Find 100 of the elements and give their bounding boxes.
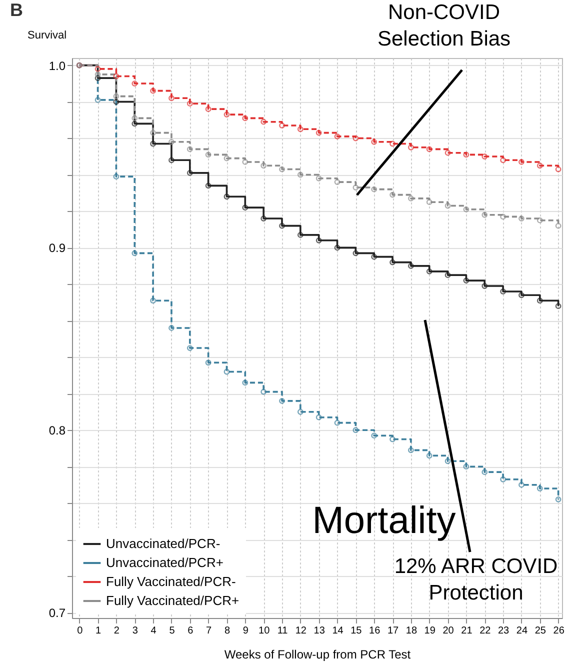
point: [279, 166, 285, 172]
point: [463, 464, 470, 470]
point: [334, 244, 340, 251]
point: [444, 458, 451, 464]
point: [186, 146, 193, 152]
point: [297, 126, 304, 132]
point: [186, 100, 193, 107]
point: [186, 170, 193, 176]
point: [352, 427, 359, 434]
point: [279, 398, 285, 404]
point: [408, 447, 414, 454]
point: [132, 250, 138, 256]
point: [463, 206, 470, 212]
point: [536, 486, 543, 492]
chart-title: B: [10, 0, 23, 20]
y-axis-title: Survival: [28, 30, 67, 42]
y-tick-label: 1.0: [48, 58, 66, 73]
x-tick-label: 11: [277, 626, 288, 636]
point: [390, 436, 396, 442]
point: [352, 250, 359, 256]
legend-label: Fully Vaccinated/PCR-: [106, 574, 236, 589]
point: [205, 182, 212, 189]
point: [408, 144, 414, 150]
point: [426, 146, 432, 152]
point: [242, 115, 248, 122]
point: [316, 237, 322, 244]
annotation: Mortality: [312, 500, 456, 542]
point: [518, 216, 524, 222]
point: [316, 130, 322, 136]
point: [260, 162, 267, 169]
x-tick-label: 13: [314, 626, 326, 636]
x-tick-label: 3: [132, 626, 138, 636]
x-tick-label: 24: [516, 626, 528, 636]
point: [94, 66, 101, 72]
point: [426, 268, 432, 274]
text: Non-COVID Selection Bias: [377, 1, 511, 50]
point: [150, 140, 156, 147]
x-tick-label: 17: [387, 626, 400, 636]
annotation: 12% ARR COVID Protection: [394, 555, 558, 604]
point: [334, 420, 340, 426]
point: [242, 159, 248, 165]
point: [500, 288, 506, 294]
point: [316, 414, 322, 420]
point: [94, 97, 101, 103]
point: [426, 452, 432, 459]
point: [168, 325, 174, 331]
legend-label: Unvaccinated/PCR+: [106, 555, 224, 570]
point: [113, 73, 120, 80]
point: [555, 222, 562, 229]
point: [371, 432, 378, 439]
point: [500, 476, 506, 482]
point: [224, 155, 230, 162]
point: [334, 133, 340, 140]
point: [94, 71, 101, 78]
x-tick-label: 19: [424, 626, 436, 636]
point: [500, 157, 506, 164]
point: [334, 179, 340, 185]
x-tick-label: 9: [242, 626, 249, 636]
point: [444, 150, 451, 156]
point: [352, 135, 359, 142]
legend-label: Unvaccinated/PCR-: [106, 536, 220, 551]
x-tick-label: 1: [96, 626, 102, 636]
point: [113, 93, 120, 100]
point: [260, 118, 267, 125]
x-tick-label: 8: [224, 626, 230, 636]
point: [536, 298, 543, 304]
point: [371, 186, 378, 192]
y-tick-label: 0.8: [48, 424, 66, 438]
point: [444, 202, 451, 209]
point: [186, 345, 193, 351]
point: [113, 174, 120, 180]
point: [408, 263, 414, 269]
point: [555, 166, 562, 172]
x-tick-label: 26: [553, 626, 565, 636]
point: [168, 138, 174, 145]
x-tick-label: 10: [258, 626, 270, 636]
point: [408, 196, 414, 202]
point: [371, 138, 378, 145]
point: [536, 162, 543, 169]
point: [352, 184, 359, 190]
point: [426, 199, 432, 206]
point: [168, 157, 174, 164]
point: [482, 283, 488, 289]
point: [150, 298, 156, 304]
x-tick-label: 20: [442, 626, 454, 636]
point: [224, 194, 230, 200]
x-tick-label: 7: [206, 626, 212, 636]
x-tick-label: 4: [150, 626, 157, 636]
point: [168, 95, 174, 102]
x-tick-label: 2: [114, 626, 120, 636]
point: [297, 172, 304, 178]
y-tick-label: 0.7: [48, 606, 66, 620]
x-tick-label: 0: [77, 626, 84, 636]
point: [113, 98, 120, 105]
point: [463, 152, 470, 158]
point: [444, 272, 451, 278]
point: [260, 216, 267, 222]
point: [224, 112, 230, 118]
point: [518, 482, 524, 488]
point: [260, 388, 267, 395]
